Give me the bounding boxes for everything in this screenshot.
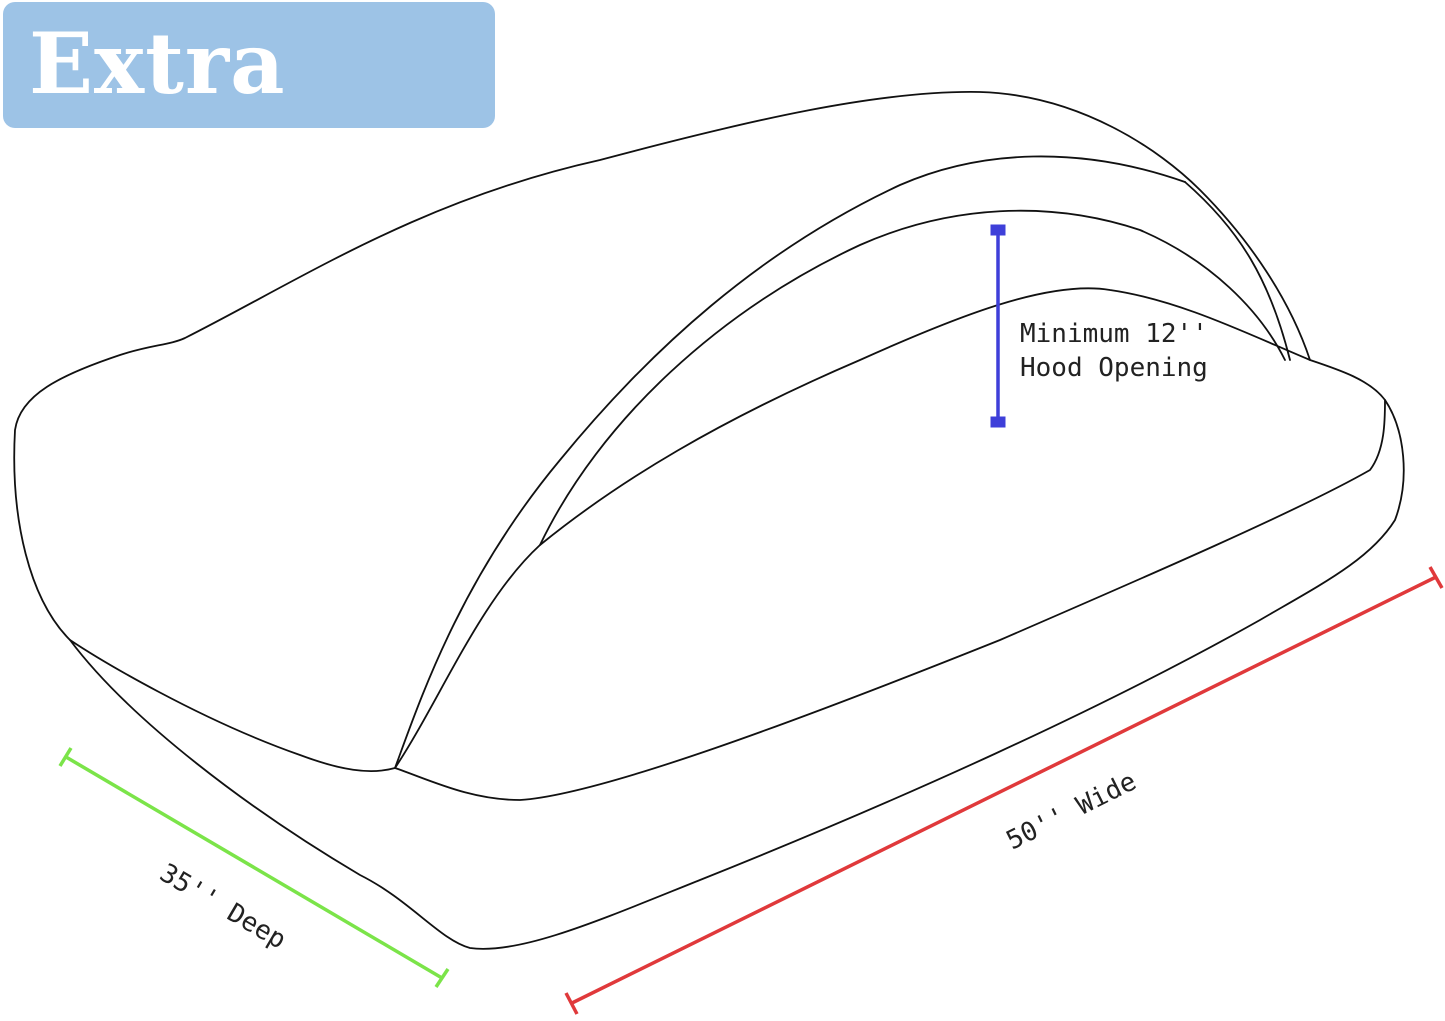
hood-side (1184, 181, 1291, 361)
size-badge: Extra Large (3, 2, 495, 212)
hood-label-line2: Hood Opening (1020, 353, 1208, 383)
hood-middle-arc (394, 209, 1286, 769)
depth-label: 35'' Deep (154, 858, 291, 955)
hood-inner-arc (539, 287, 1311, 546)
bed-outline (13, 91, 1405, 950)
depth-marker (58, 747, 450, 988)
size-badge-label: Extra Large (29, 14, 304, 212)
hood-label-line1: Minimum 12'' (1020, 319, 1208, 349)
hood-height-marker (990, 224, 1006, 428)
width-marker (564, 566, 1444, 1015)
hood-outer-arc (394, 155, 1186, 769)
bed-base-seam (69, 399, 1386, 801)
